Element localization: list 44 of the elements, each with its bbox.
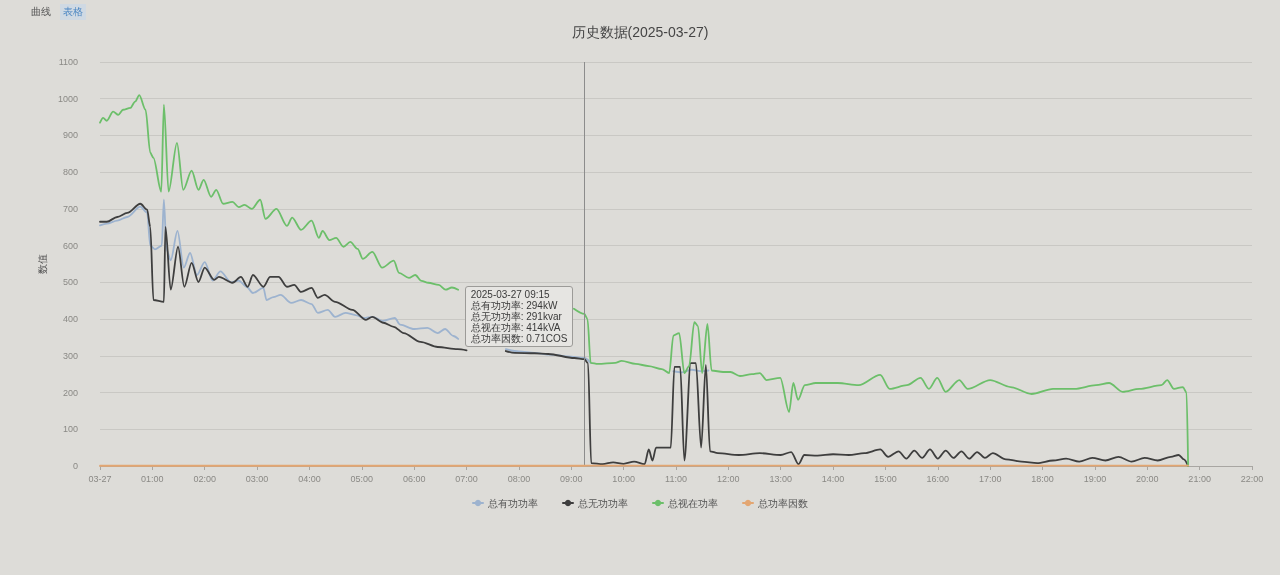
legend-label: 总视在功率 <box>667 497 718 509</box>
x-tick-label: 05:00 <box>350 473 374 484</box>
legend-label: 总功率因数 <box>757 497 808 509</box>
tooltip-box: 2025-03-27 09:15 总有功功率: 294kW 总无功功率: 291kvar 总视在功率: 414kVA 总功率因数: 0.71COS <box>464 285 574 347</box>
x-tick-label: 02:00 <box>193 473 216 484</box>
y-tick-label: 900 <box>62 130 78 141</box>
x-tick-label: 10:00 <box>612 473 635 484</box>
y-tick-label: 1000 <box>57 93 78 104</box>
x-tick-label: 14:00 <box>821 473 845 484</box>
legend-label: 总有功功率 <box>487 497 538 509</box>
y-tick-label: 400 <box>62 314 78 325</box>
x-tick-label: 06:00 <box>402 473 426 484</box>
y-tick-label: 700 <box>62 203 78 214</box>
x-tick-label: 17:00 <box>978 473 1002 484</box>
x-tick-label: 07:00 <box>455 473 478 484</box>
x-tick-label: 08:00 <box>507 473 531 484</box>
chart-title: 历史数据(2025-03-27) <box>571 24 709 40</box>
x-tick-label: 21:00 <box>1188 473 1211 484</box>
legend-label: 总无功功率 <box>577 497 628 509</box>
y-tick-label: 800 <box>62 167 78 178</box>
y-tick-label: 1100 <box>58 57 78 67</box>
y-axis-title: 数值 <box>36 254 48 274</box>
x-tick-label: 03:00 <box>245 473 269 484</box>
x-tick-label: 11:00 <box>665 473 687 484</box>
x-tick-label: 22:00 <box>1240 473 1264 484</box>
text: 曲线 <box>30 5 52 19</box>
y-tick-label: 300 <box>62 350 78 361</box>
y-tick-label: 0 <box>72 461 78 471</box>
x-tick-label: 16:00 <box>926 473 950 484</box>
x-tick-label: 18:00 <box>1031 473 1054 484</box>
x-tick-label: 03-27 <box>88 473 112 484</box>
text: 表格 <box>60 4 86 20</box>
x-tick-label: 15:00 <box>874 473 897 484</box>
x-tick-label: 04:00 <box>298 473 321 484</box>
y-tick-label: 200 <box>62 387 78 398</box>
x-tick-label: 19:00 <box>1083 473 1107 484</box>
y-tick-label: 500 <box>62 277 78 288</box>
x-tick-label: 01:00 <box>141 473 164 484</box>
y-tick-label: 600 <box>62 240 78 251</box>
x-tick-label: 20:00 <box>1136 473 1159 484</box>
x-tick-label: 12:00 <box>717 473 740 484</box>
x-tick-label: 13:00 <box>769 473 792 484</box>
x-tick-label: 09:00 <box>560 473 583 484</box>
y-tick-label: 100 <box>62 424 78 435</box>
